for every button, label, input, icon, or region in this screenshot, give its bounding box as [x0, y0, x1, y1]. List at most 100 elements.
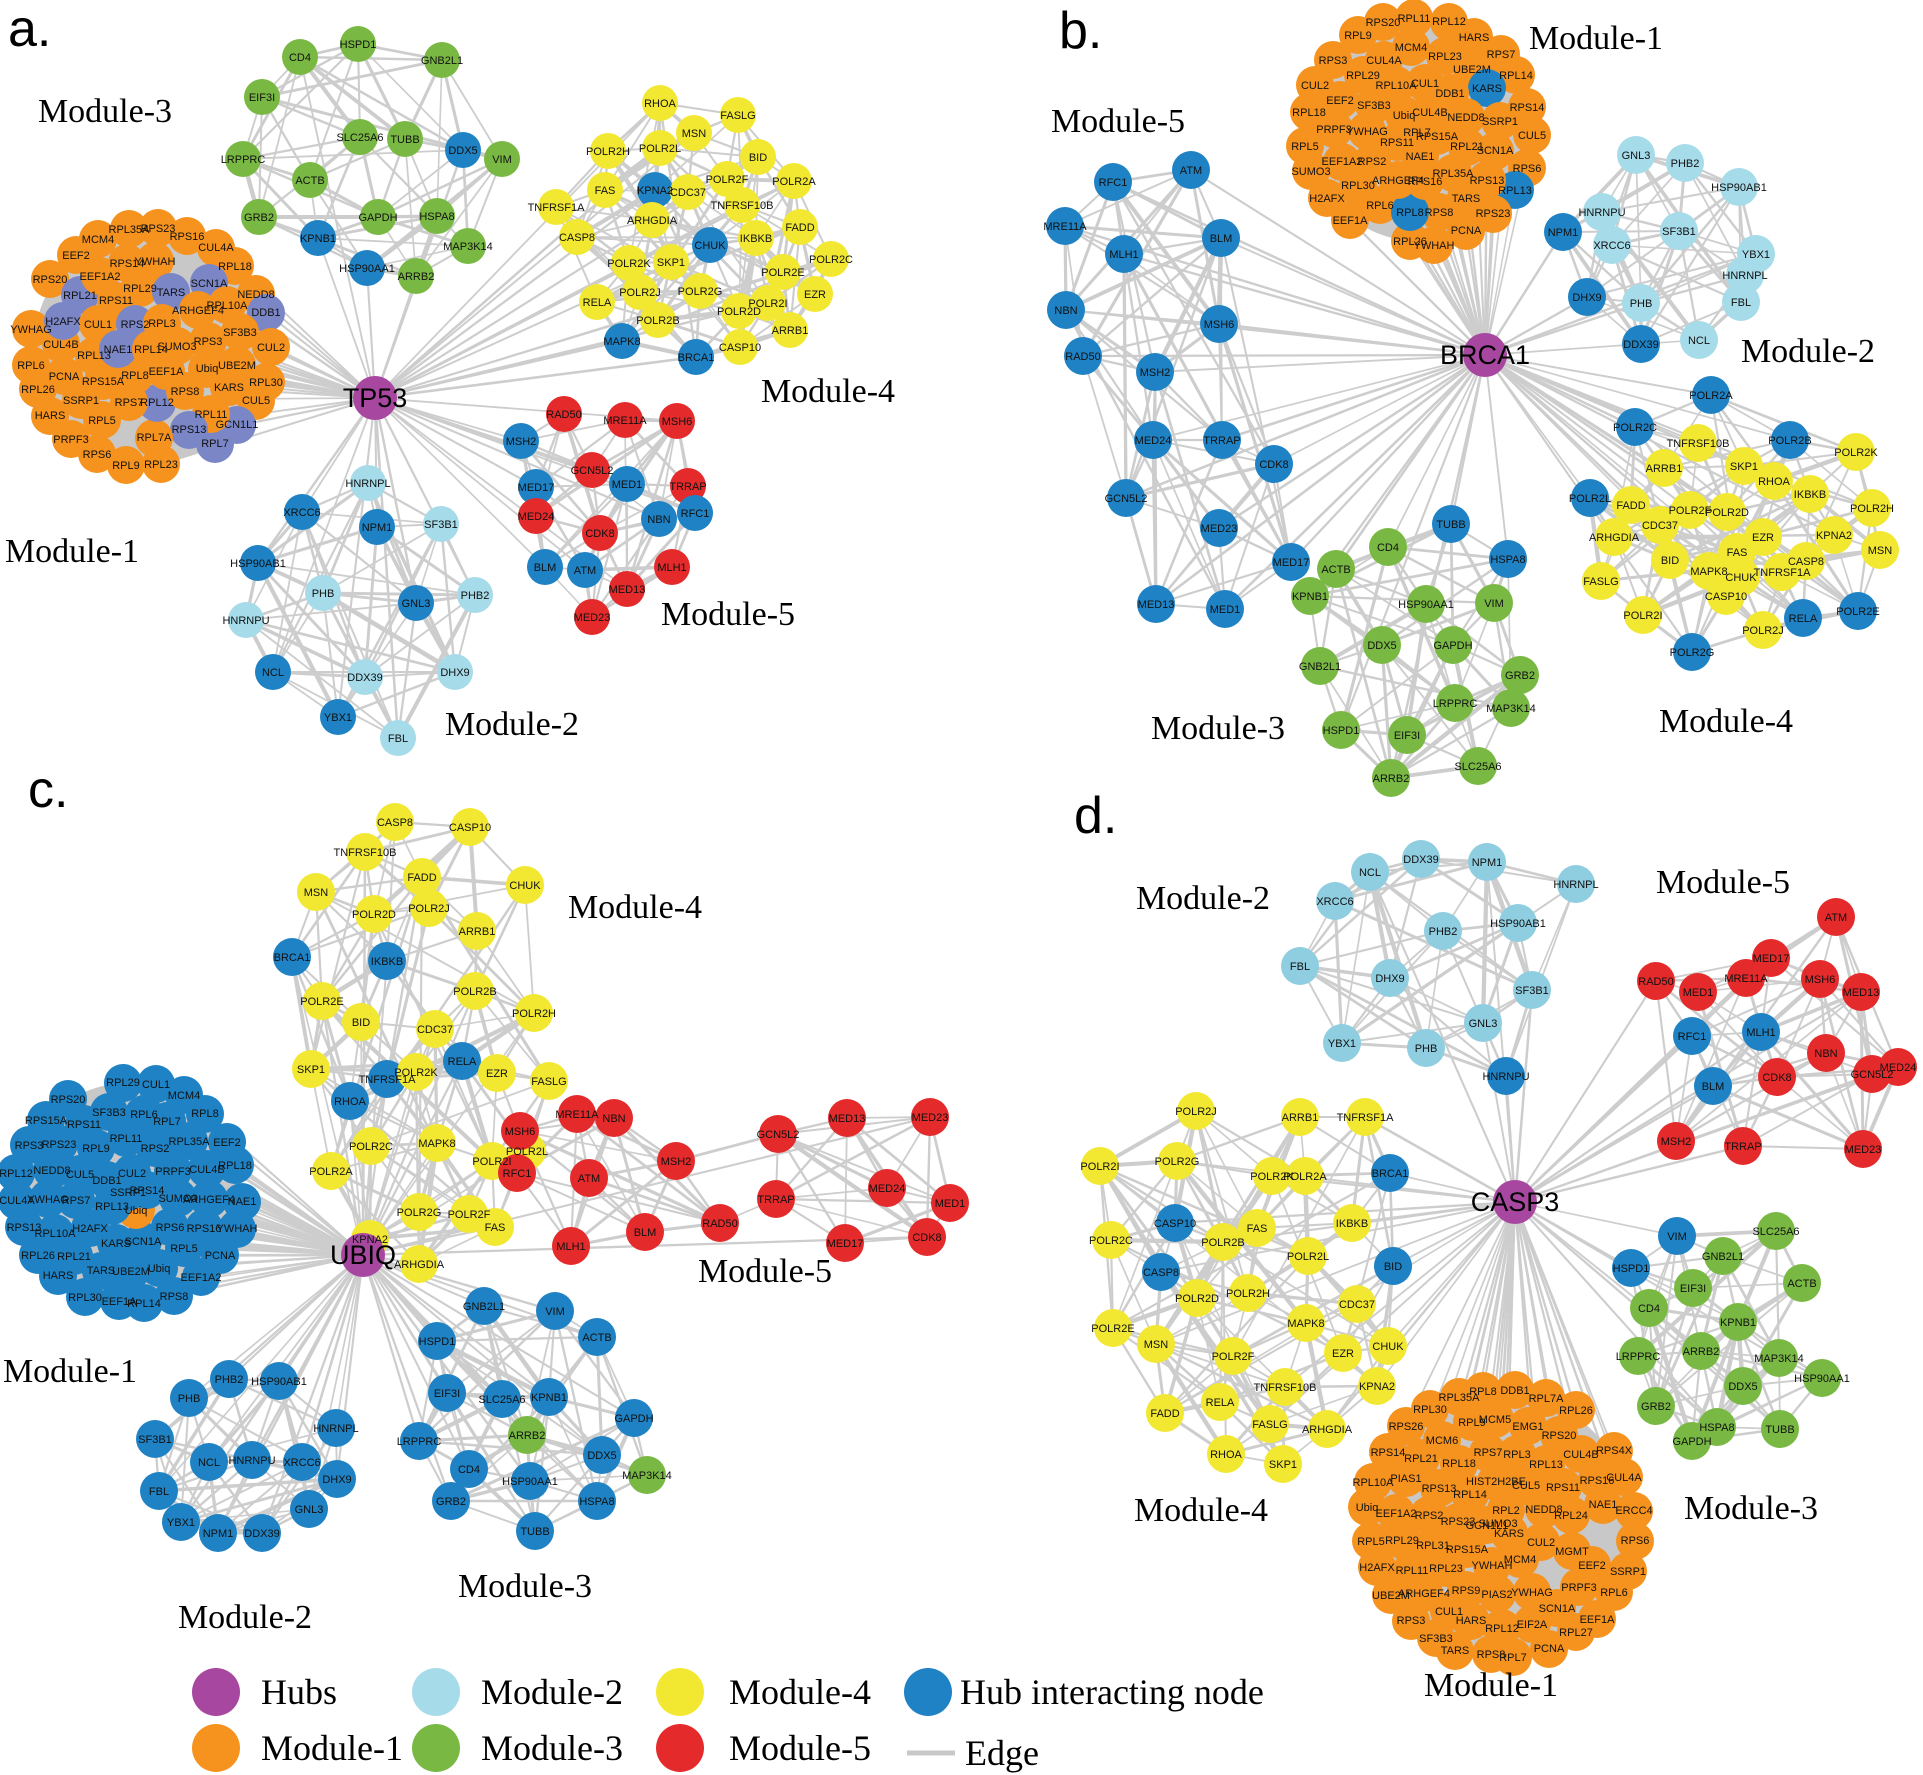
svg-text:FBL: FBL [1290, 961, 1310, 973]
svg-text:MAPK8: MAPK8 [418, 1138, 455, 1150]
svg-text:RPS23: RPS23 [1441, 1516, 1476, 1528]
svg-text:TUBB: TUBB [1436, 519, 1465, 531]
svg-text:YBX1: YBX1 [324, 712, 352, 724]
svg-text:XRCC6: XRCC6 [1316, 896, 1353, 908]
svg-text:SCN1A: SCN1A [191, 278, 228, 290]
svg-text:MED17: MED17 [1753, 953, 1790, 965]
svg-text:NPM1: NPM1 [362, 522, 393, 534]
svg-text:RPS2: RPS2 [1415, 1510, 1444, 1522]
svg-text:RELA: RELA [583, 297, 612, 309]
svg-text:RPL9: RPL9 [82, 1143, 110, 1155]
svg-text:MLH1: MLH1 [657, 562, 686, 574]
svg-text:Module-5: Module-5 [729, 1728, 871, 1768]
svg-text:PHB: PHB [312, 588, 335, 600]
svg-text:MSH6: MSH6 [1805, 974, 1836, 986]
svg-text:MRE11A: MRE11A [1043, 221, 1087, 233]
svg-text:H2AFX: H2AFX [1359, 1562, 1395, 1574]
svg-text:RPL21: RPL21 [1404, 1453, 1438, 1465]
svg-text:EEF2: EEF2 [1578, 1560, 1606, 1572]
svg-text:RPL7: RPL7 [1403, 127, 1431, 139]
svg-text:RPS3: RPS3 [15, 1140, 44, 1152]
svg-text:CASP8: CASP8 [1143, 1267, 1179, 1279]
svg-text:MED13: MED13 [1138, 599, 1175, 611]
svg-text:NBN: NBN [647, 514, 670, 526]
svg-text:MCM4: MCM4 [168, 1090, 200, 1102]
svg-text:HSPA8: HSPA8 [419, 211, 454, 223]
svg-text:GNB2L1: GNB2L1 [421, 55, 463, 67]
svg-text:RPS3: RPS3 [1397, 1615, 1426, 1627]
svg-text:FADD: FADD [407, 872, 436, 884]
svg-text:RPL2: RPL2 [1492, 1505, 1520, 1517]
svg-text:RPS14: RPS14 [130, 1185, 165, 1197]
svg-text:RPS6: RPS6 [83, 449, 112, 461]
svg-text:CUL5: CUL5 [66, 1169, 94, 1181]
svg-text:ARHGDIA: ARHGDIA [394, 1259, 445, 1271]
svg-text:XRCC6: XRCC6 [1593, 240, 1630, 252]
svg-text:MGMT: MGMT [1555, 1546, 1589, 1558]
svg-text:CD4: CD4 [289, 52, 311, 64]
svg-text:FASLG: FASLG [1583, 576, 1618, 588]
svg-text:RPL9: RPL9 [112, 460, 140, 472]
svg-text:RPL8: RPL8 [1469, 1386, 1497, 1398]
svg-text:SF3B1: SF3B1 [1662, 226, 1696, 238]
svg-text:DDB1: DDB1 [251, 307, 280, 319]
svg-text:GAPDH: GAPDH [358, 212, 397, 224]
svg-text:POLR2D: POLR2D [1705, 507, 1749, 519]
svg-text:POLR2D: POLR2D [717, 306, 761, 318]
svg-text:Module-4: Module-4 [761, 373, 895, 410]
svg-text:ARHGDIA: ARHGDIA [627, 215, 678, 227]
svg-text:SUMO3: SUMO3 [158, 1193, 197, 1205]
svg-text:POLR2I: POLR2I [1623, 610, 1662, 622]
svg-text:KPNA2: KPNA2 [1816, 530, 1852, 542]
svg-text:TUBB: TUBB [390, 134, 419, 146]
svg-text:SKP1: SKP1 [657, 257, 685, 269]
svg-text:CDK8: CDK8 [585, 528, 614, 540]
svg-text:KPNA2: KPNA2 [352, 1234, 388, 1246]
svg-text:EMG1: EMG1 [1512, 1421, 1543, 1433]
svg-text:CASP8: CASP8 [1788, 556, 1824, 568]
svg-text:RPS20: RPS20 [1542, 1430, 1577, 1442]
svg-text:SSRP1: SSRP1 [1610, 1566, 1646, 1578]
svg-text:Module-1: Module-1 [1529, 20, 1663, 57]
svg-text:FBL: FBL [149, 1486, 169, 1498]
svg-text:a.: a. [8, 0, 51, 58]
svg-text:RPS11: RPS11 [67, 1119, 101, 1131]
svg-text:ERCC4: ERCC4 [1615, 1505, 1652, 1517]
svg-text:POLR2J: POLR2J [1175, 1106, 1217, 1118]
svg-text:POLR2F: POLR2F [448, 1209, 491, 1221]
svg-text:MRE11A: MRE11A [1724, 973, 1768, 985]
svg-text:TNFRSF1A: TNFRSF1A [1754, 567, 1812, 579]
svg-text:RPS16: RPS16 [1408, 176, 1443, 188]
svg-text:BLM: BLM [1702, 1081, 1725, 1093]
svg-text:RPL13: RPL13 [1529, 1459, 1563, 1471]
svg-text:CUL5: CUL5 [242, 395, 270, 407]
svg-text:MED1: MED1 [612, 479, 643, 491]
svg-text:POLR2H: POLR2H [1226, 1288, 1270, 1300]
svg-text:EEF1A: EEF1A [1580, 1614, 1616, 1626]
svg-text:c.: c. [28, 761, 68, 819]
svg-text:RFC1: RFC1 [1099, 177, 1128, 189]
svg-text:VIM: VIM [545, 1306, 565, 1318]
svg-text:TNFRSF10B: TNFRSF10B [1667, 438, 1730, 450]
svg-text:EZR: EZR [486, 1068, 508, 1080]
svg-text:DDX39: DDX39 [1623, 339, 1658, 351]
svg-text:MCM4: MCM4 [1395, 42, 1427, 54]
svg-text:HSP90AB1: HSP90AB1 [251, 1376, 307, 1388]
svg-text:Module-5: Module-5 [1051, 103, 1185, 140]
svg-text:DDX5: DDX5 [1367, 640, 1396, 652]
svg-text:VIM: VIM [1484, 598, 1504, 610]
svg-text:RPS16: RPS16 [170, 231, 205, 243]
svg-text:ATM: ATM [574, 565, 596, 577]
svg-text:GCN5L2: GCN5L2 [1105, 493, 1148, 505]
svg-text:CUL1: CUL1 [1411, 78, 1439, 90]
svg-text:RPS20: RPS20 [1366, 17, 1401, 29]
svg-text:ARRB1: ARRB1 [459, 926, 496, 938]
svg-text:TARS: TARS [157, 287, 186, 299]
svg-text:RAD50: RAD50 [702, 1218, 737, 1230]
svg-text:DDX5: DDX5 [587, 1450, 616, 1462]
svg-text:POLR2C: POLR2C [809, 254, 853, 266]
svg-text:RPL11: RPL11 [1396, 1565, 1429, 1577]
svg-text:ARRB1: ARRB1 [1646, 463, 1683, 475]
svg-text:XRCC6: XRCC6 [283, 1457, 320, 1469]
svg-text:POLR2B: POLR2B [1768, 435, 1811, 447]
